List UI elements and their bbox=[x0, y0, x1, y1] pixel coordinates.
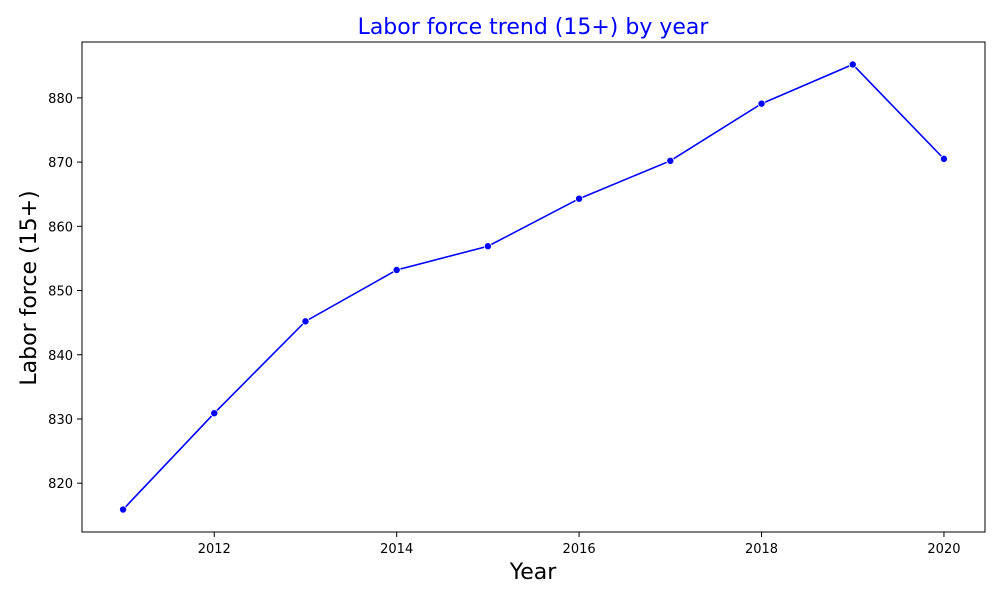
y-tick-label: 850 bbox=[48, 285, 73, 300]
y-tick-label: 830 bbox=[48, 413, 73, 428]
y-axis-label: Labor force (15+) bbox=[17, 190, 42, 385]
series-line bbox=[122, 63, 945, 511]
y-tick-label: 840 bbox=[48, 349, 73, 364]
data-point bbox=[666, 156, 675, 165]
data-point bbox=[119, 505, 128, 514]
chart-title: Labor force trend (15+) by year bbox=[358, 15, 710, 40]
y-tick-label: 870 bbox=[48, 156, 73, 171]
data-point bbox=[301, 317, 310, 326]
data-point bbox=[392, 265, 401, 274]
x-tick-label: 2018 bbox=[745, 542, 778, 557]
data-point bbox=[939, 154, 948, 163]
data-point bbox=[483, 242, 492, 251]
y-tick-label: 860 bbox=[48, 220, 73, 235]
data-point bbox=[848, 60, 857, 69]
x-tick-label: 2014 bbox=[380, 542, 413, 557]
plot-frame bbox=[81, 41, 986, 533]
x-tick-label: 2016 bbox=[563, 542, 596, 557]
y-tick-label: 820 bbox=[48, 477, 73, 492]
plot-area: 2012 2014 2016 2018 2020 820 830 840 850 860 870 88… bbox=[48, 41, 986, 557]
y-tick-label: 880 bbox=[48, 92, 73, 107]
data-point bbox=[757, 99, 766, 108]
x-axis-label: Year bbox=[509, 560, 558, 585]
data-point bbox=[210, 409, 219, 418]
data-point bbox=[575, 194, 584, 203]
x-tick-label: 2012 bbox=[198, 542, 231, 557]
x-tick-label: 2020 bbox=[927, 542, 960, 557]
